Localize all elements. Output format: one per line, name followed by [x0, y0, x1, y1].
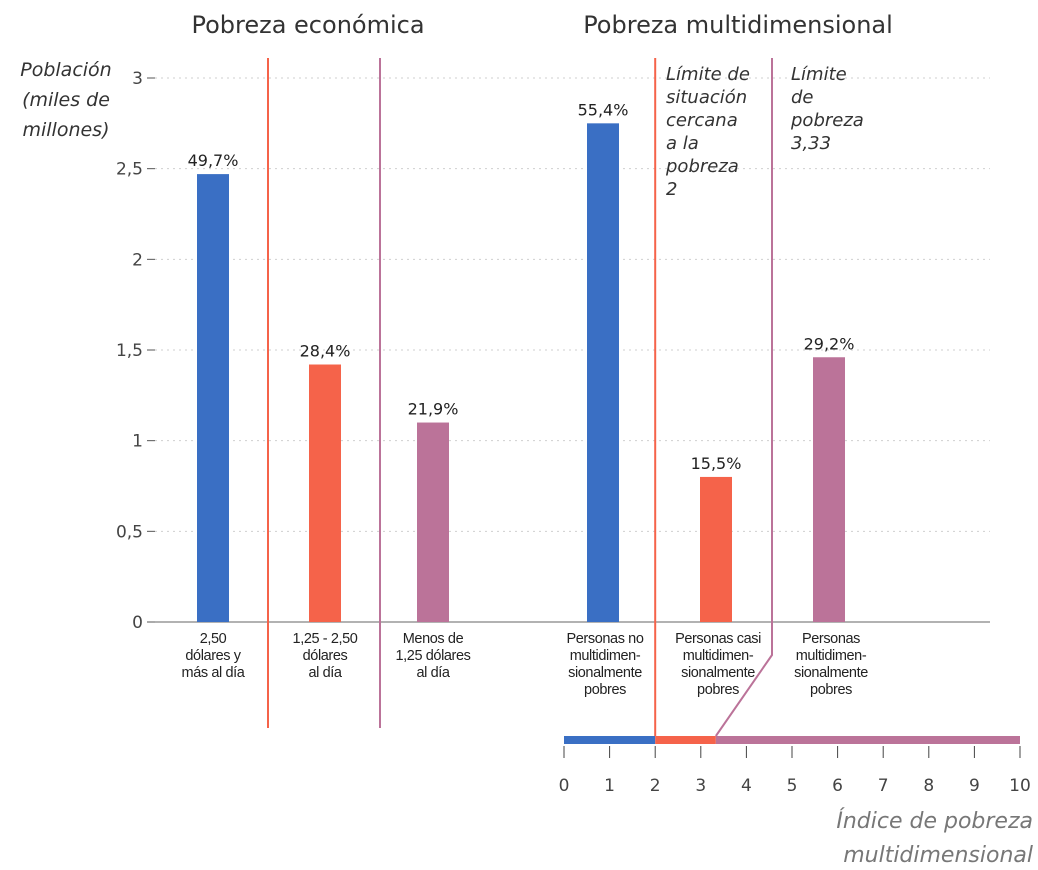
threshold-annotation: de — [791, 87, 814, 108]
bar-value-label: 15,5% — [691, 454, 742, 473]
y-tick-label: 2,5 — [116, 160, 143, 180]
category-label: pobres — [697, 682, 739, 698]
bar-value-label: 29,2% — [804, 334, 855, 353]
bar — [813, 357, 845, 622]
threshold-annotation: Límite — [791, 64, 847, 85]
category-label: dólares — [303, 648, 348, 664]
category-label: al día — [416, 665, 450, 681]
y-tick-label: 0 — [132, 613, 143, 633]
index-axis-title: multidimensional — [843, 843, 1033, 868]
y-tick-label: 1 — [132, 432, 143, 452]
category-label: sionalmente — [794, 665, 868, 681]
category-label: Menos de — [403, 631, 464, 647]
index-tick-label: 7 — [878, 776, 889, 796]
group-title: Pobreza multidimensional — [583, 11, 893, 39]
category-label: al día — [308, 665, 342, 681]
index-tick-label: 4 — [741, 776, 752, 796]
bar-value-label: 49,7% — [188, 151, 239, 170]
category-label: Personas casi — [675, 631, 761, 647]
y-axis-label: millones) — [22, 119, 109, 141]
threshold-annotation: a la — [666, 133, 699, 154]
threshold-annotation: pobreza — [665, 156, 739, 177]
bar-value-label: 55,4% — [578, 100, 629, 119]
category-label: multidimen- — [796, 648, 867, 664]
category-label: pobres — [810, 682, 852, 698]
category-label: sionalmente — [568, 665, 642, 681]
bar — [417, 422, 449, 622]
category-label: sionalmente — [681, 665, 755, 681]
category-label: 1,25 - 2,50 — [293, 631, 358, 647]
category-label: dólares y — [185, 648, 241, 664]
bar — [197, 174, 229, 622]
y-axis-label: (miles de — [22, 89, 110, 111]
index-tick-label: 3 — [695, 776, 706, 796]
category-label: Personas no — [566, 631, 643, 647]
threshold-annotation: 2 — [666, 179, 677, 200]
index-tick-label: 1 — [604, 776, 615, 796]
y-tick-label: 1,5 — [116, 341, 143, 361]
index-tick-label: 0 — [559, 776, 570, 796]
threshold-annotation: Límite de — [666, 64, 750, 85]
index-tick-label: 10 — [1009, 776, 1031, 796]
threshold-annotation: pobreza — [790, 110, 864, 131]
category-label: multidimen- — [683, 648, 754, 664]
threshold-annotation: 3,33 — [791, 133, 831, 154]
index-tick-label: 2 — [650, 776, 661, 796]
y-tick-label: 2 — [132, 250, 143, 270]
bar-value-label: 28,4% — [300, 342, 351, 361]
index-tick-label: 6 — [832, 776, 843, 796]
bar — [309, 364, 341, 622]
threshold-line-poverty — [715, 58, 773, 737]
category-label: 1,25 dólares — [395, 648, 470, 664]
group-title: Pobreza económica — [191, 11, 424, 39]
y-tick-label: 3 — [132, 69, 143, 89]
index-tick-label: 5 — [787, 776, 798, 796]
y-axis-label: Población — [20, 59, 111, 81]
category-label: más al día — [182, 665, 246, 681]
category-label: pobres — [584, 682, 626, 698]
y-tick-label: 0,5 — [116, 522, 143, 542]
bar — [587, 123, 619, 622]
bar — [700, 476, 732, 622]
index-tick-label: 9 — [969, 776, 980, 796]
threshold-annotation: cercana — [666, 110, 738, 131]
index-tick-label: 8 — [923, 776, 934, 796]
threshold-annotation: situación — [666, 87, 747, 108]
category-label: multidimen- — [570, 648, 641, 664]
bar-value-label: 21,9% — [408, 400, 459, 419]
category-label: 2,50 — [200, 631, 227, 647]
index-axis-title: Índice de pobreza — [836, 808, 1033, 834]
category-label: Personas — [802, 631, 860, 647]
